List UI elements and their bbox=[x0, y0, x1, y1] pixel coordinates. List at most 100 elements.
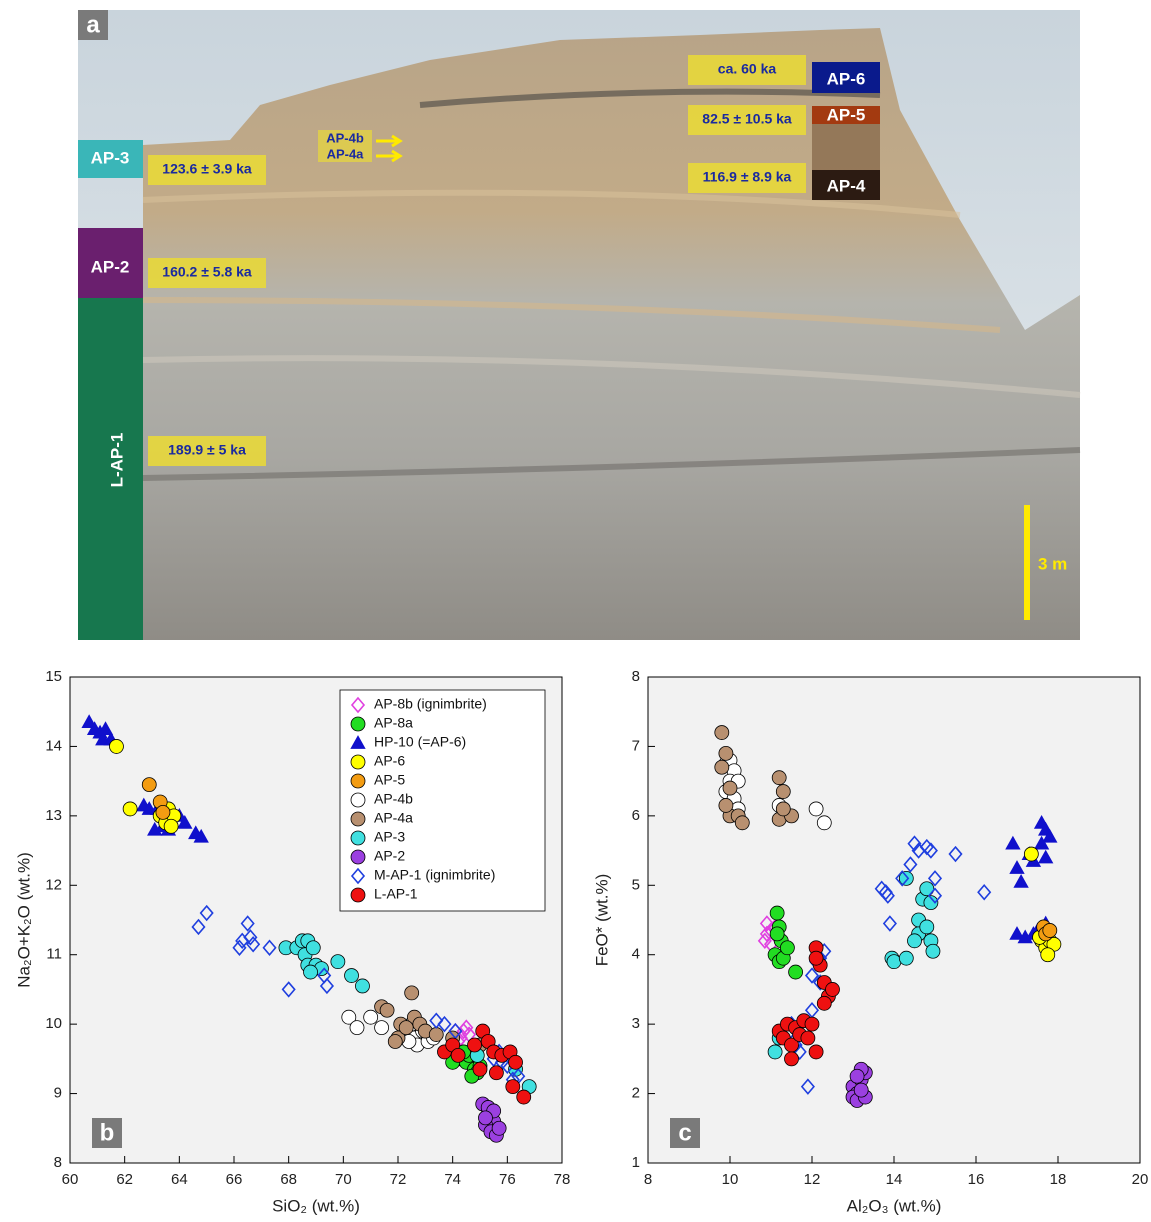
point bbox=[405, 986, 419, 1000]
unit-label: L-AP-1 bbox=[107, 433, 126, 488]
y-tick-label: 1 bbox=[632, 1154, 640, 1171]
arrow-label: AP-4b bbox=[326, 130, 364, 145]
y-tick-label: 12 bbox=[45, 876, 62, 893]
point bbox=[899, 951, 913, 965]
x-tick-label: 70 bbox=[335, 1171, 352, 1188]
point bbox=[156, 805, 170, 819]
panel-label: a bbox=[86, 11, 100, 38]
x-tick-label: 72 bbox=[390, 1171, 407, 1188]
unit-band bbox=[812, 124, 880, 170]
point bbox=[715, 760, 729, 774]
point bbox=[451, 1048, 465, 1062]
y-tick-label: 4 bbox=[632, 946, 640, 963]
point bbox=[1041, 948, 1055, 962]
y-tick-label: 11 bbox=[46, 946, 62, 963]
panel-label: b bbox=[100, 1119, 115, 1146]
point bbox=[509, 1055, 523, 1069]
y-tick-label: 7 bbox=[632, 737, 640, 754]
photo-panel: AP-3 AP-2 L-AP-1 AP-6 AP-5 AP-4 123.6 ± … bbox=[78, 10, 1080, 640]
legend-label: M-AP-1 (ignimbrite) bbox=[374, 867, 495, 883]
panel-label: c bbox=[678, 1119, 691, 1146]
unit-label: AP-4 bbox=[827, 176, 866, 195]
point bbox=[809, 951, 823, 965]
legend-label: AP-8b (ignimbrite) bbox=[374, 696, 487, 712]
point bbox=[772, 771, 786, 785]
point bbox=[468, 1038, 482, 1052]
point bbox=[331, 955, 345, 969]
legend-label: AP-5 bbox=[374, 772, 405, 788]
point bbox=[854, 1083, 868, 1097]
point bbox=[920, 920, 934, 934]
legend-label: AP-3 bbox=[374, 829, 405, 845]
point bbox=[715, 726, 729, 740]
x-tick-label: 16 bbox=[968, 1171, 985, 1188]
point bbox=[770, 906, 784, 920]
legend-marker bbox=[351, 755, 365, 769]
x-axis-title: SiO₂ (wt.%) bbox=[272, 1196, 360, 1215]
y-tick-label: 5 bbox=[632, 876, 640, 893]
legend-label: AP-4b bbox=[374, 791, 413, 807]
figure: AP-3 AP-2 L-AP-1 AP-6 AP-5 AP-4 123.6 ± … bbox=[0, 0, 1151, 1222]
legend-marker bbox=[351, 774, 365, 788]
point bbox=[388, 1035, 402, 1049]
point bbox=[789, 965, 803, 979]
legend-marker bbox=[351, 812, 365, 826]
point bbox=[429, 1028, 443, 1042]
unit-label: AP-2 bbox=[91, 257, 130, 276]
legend-marker bbox=[351, 831, 365, 845]
x-tick-label: 76 bbox=[499, 1171, 516, 1188]
point bbox=[926, 944, 940, 958]
point bbox=[785, 1052, 799, 1066]
x-tick-label: 60 bbox=[62, 1171, 79, 1188]
x-tick-label: 12 bbox=[804, 1171, 821, 1188]
legend-marker bbox=[351, 717, 365, 731]
point bbox=[776, 802, 790, 816]
legend-label: HP-10 (=AP-6) bbox=[374, 734, 466, 750]
point bbox=[142, 778, 156, 792]
y-tick-label: 10 bbox=[45, 1015, 62, 1032]
x-tick-label: 62 bbox=[116, 1171, 133, 1188]
point bbox=[399, 1021, 413, 1035]
point bbox=[768, 1045, 782, 1059]
x-tick-label: 64 bbox=[171, 1171, 188, 1188]
point bbox=[306, 941, 320, 955]
point bbox=[109, 739, 123, 753]
point bbox=[723, 781, 737, 795]
point bbox=[506, 1080, 520, 1094]
point bbox=[817, 996, 831, 1010]
point bbox=[123, 802, 137, 816]
x-axis-title: Al₂O₃ (wt.%) bbox=[847, 1196, 942, 1215]
point bbox=[776, 785, 790, 799]
point bbox=[826, 982, 840, 996]
legend-label: L-AP-1 bbox=[374, 886, 418, 902]
y-tick-label: 13 bbox=[45, 807, 62, 824]
point bbox=[1043, 923, 1057, 937]
point bbox=[375, 1021, 389, 1035]
age-label: 116.9 ± 8.9 ka bbox=[703, 169, 792, 185]
unit-label: AP-3 bbox=[91, 148, 130, 167]
x-tick-label: 20 bbox=[1132, 1171, 1149, 1188]
age-label: 160.2 ± 5.8 ka bbox=[162, 264, 252, 280]
legend-marker bbox=[351, 888, 365, 902]
legend-label: AP-2 bbox=[374, 848, 405, 864]
point bbox=[805, 1017, 819, 1031]
point bbox=[735, 816, 749, 830]
point bbox=[719, 798, 733, 812]
legend-label: AP-4a bbox=[374, 810, 413, 826]
y-axis-title: FeO* (wt.%) bbox=[592, 874, 611, 967]
x-tick-label: 10 bbox=[722, 1171, 739, 1188]
point bbox=[478, 1111, 492, 1125]
point bbox=[517, 1090, 531, 1104]
age-label: 123.6 ± 3.9 ka bbox=[162, 161, 252, 177]
point bbox=[350, 1021, 364, 1035]
x-tick-label: 74 bbox=[444, 1171, 461, 1188]
y-axis-title: Na₂O+K₂O (wt.%) bbox=[14, 852, 33, 988]
point bbox=[809, 1045, 823, 1059]
point bbox=[304, 965, 318, 979]
point bbox=[364, 1010, 378, 1024]
point bbox=[719, 746, 733, 760]
unit-label: AP-6 bbox=[827, 69, 866, 88]
point bbox=[380, 1003, 394, 1017]
point bbox=[489, 1066, 503, 1080]
